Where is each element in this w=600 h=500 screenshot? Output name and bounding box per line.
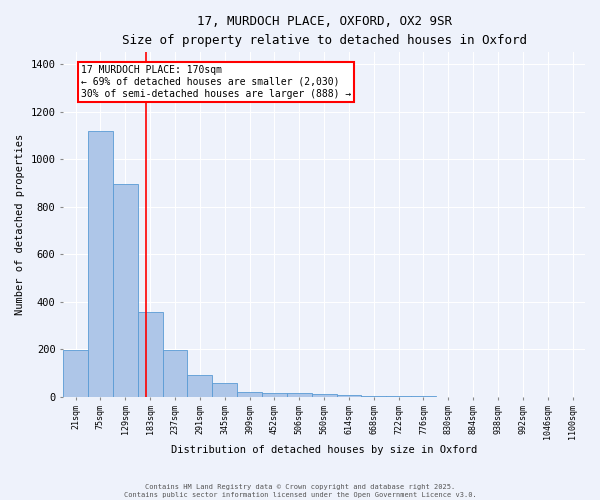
Bar [212, 383, 237, 397]
Text: 17 MURDOCH PLACE: 170sqm
← 69% of detached houses are smaller (2,030)
30% of sem: 17 MURDOCH PLACE: 170sqm ← 69% of detach… [81, 66, 352, 98]
Bar [386, 396, 411, 397]
Bar [337, 395, 361, 397]
Y-axis label: Number of detached properties: Number of detached properties [15, 134, 25, 315]
Text: Contains HM Land Registry data © Crown copyright and database right 2025.
Contai: Contains HM Land Registry data © Crown c… [124, 484, 476, 498]
Bar [187, 376, 212, 397]
Bar [163, 350, 187, 397]
Bar [88, 130, 113, 397]
Bar [287, 393, 311, 397]
Title: 17, MURDOCH PLACE, OXFORD, OX2 9SR
Size of property relative to detached houses : 17, MURDOCH PLACE, OXFORD, OX2 9SR Size … [122, 15, 527, 47]
X-axis label: Distribution of detached houses by size in Oxford: Distribution of detached houses by size … [171, 445, 477, 455]
Bar [262, 392, 287, 397]
Bar [237, 392, 262, 397]
Bar [311, 394, 337, 397]
Bar [63, 350, 88, 397]
Bar [361, 396, 386, 397]
Bar [113, 184, 138, 397]
Bar [138, 312, 163, 397]
